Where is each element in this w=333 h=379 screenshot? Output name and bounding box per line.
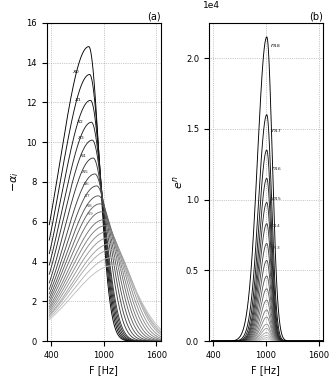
Text: $x_2$: $x_2$ bbox=[76, 118, 84, 126]
Text: $n_{13}$: $n_{13}$ bbox=[270, 244, 281, 252]
Y-axis label: $-\alpha_i$: $-\alpha_i$ bbox=[9, 172, 21, 192]
Text: $x_5$: $x_5$ bbox=[81, 168, 89, 176]
Text: $x_4$: $x_4$ bbox=[79, 152, 88, 160]
Text: $x_6$: $x_6$ bbox=[82, 180, 91, 188]
X-axis label: F [Hz]: F [Hz] bbox=[89, 365, 118, 375]
Text: 1e4: 1e4 bbox=[203, 1, 220, 10]
Y-axis label: $e^n$: $e^n$ bbox=[170, 175, 184, 189]
Text: $n_{18}$: $n_{18}$ bbox=[270, 42, 281, 50]
Text: $x_7$: $x_7$ bbox=[83, 192, 92, 200]
Text: $n_{16}$: $n_{16}$ bbox=[271, 165, 282, 173]
Text: (a): (a) bbox=[147, 12, 161, 22]
Text: $x_9$: $x_9$ bbox=[86, 210, 94, 218]
Text: $n_{17}$: $n_{17}$ bbox=[271, 127, 282, 135]
Text: $x_8$: $x_8$ bbox=[85, 202, 93, 210]
X-axis label: F [Hz]: F [Hz] bbox=[251, 365, 280, 375]
Text: $n_{14}$: $n_{14}$ bbox=[270, 222, 282, 230]
Text: $n_{15}$: $n_{15}$ bbox=[271, 196, 282, 204]
Text: (b): (b) bbox=[309, 12, 323, 22]
Text: $x_0$: $x_0$ bbox=[72, 69, 80, 77]
Text: $x_3$: $x_3$ bbox=[77, 134, 86, 142]
Text: $x_1$: $x_1$ bbox=[74, 96, 82, 104]
